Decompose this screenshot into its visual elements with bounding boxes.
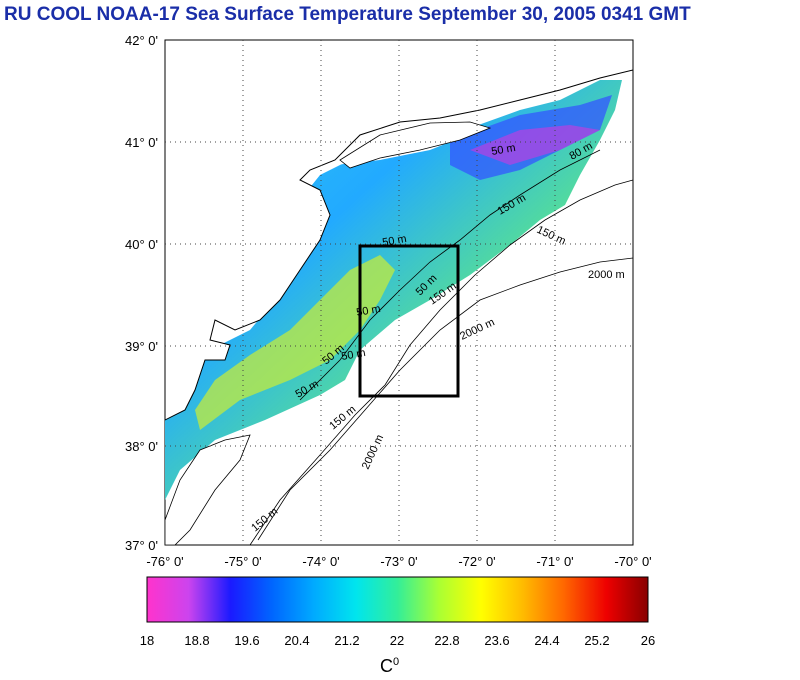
colorbar-tick: 19.6 — [234, 633, 259, 648]
colorbar-tick: 21.2 — [334, 633, 359, 648]
lat-label: 39° 0' — [125, 339, 158, 354]
lon-label: -75° 0' — [224, 554, 261, 569]
lon-label: -72° 0' — [458, 554, 495, 569]
lon-label: -74° 0' — [302, 554, 339, 569]
lon-label: -70° 0' — [614, 554, 651, 569]
isobaths — [249, 149, 634, 546]
lon-label: -71° 0' — [536, 554, 573, 569]
colorbar-unit: C0 — [380, 656, 399, 677]
unit-superscript: 0 — [393, 656, 400, 668]
unit-text: C — [380, 656, 393, 676]
lon-labels: -76° 0' -75° 0' -74° 0' -73° 0' -72° 0' … — [146, 554, 651, 569]
colorbar-ticks: 18 18.8 19.6 20.4 21.2 22 22.8 23.6 24.4… — [140, 633, 655, 648]
depth-label: 50 m — [355, 303, 381, 319]
colorbar-tick: 18 — [140, 633, 154, 648]
graticule — [165, 40, 633, 545]
colorbar-tick: 22.8 — [434, 633, 459, 648]
colorbar-tick: 22 — [390, 633, 404, 648]
study-area-box — [358, 244, 460, 398]
lon-label: -76° 0' — [146, 554, 183, 569]
lat-label: 42° 0' — [125, 33, 158, 48]
colorbar-tick: 18.8 — [184, 633, 209, 648]
depth-label: 50 m — [340, 347, 366, 363]
lower-land — [165, 434, 251, 545]
sst-swath — [165, 80, 622, 500]
depth-label: 50 m — [490, 142, 516, 158]
lat-label: 40° 0' — [125, 237, 158, 252]
land-mass — [165, 40, 633, 421]
colorbar-tick: 23.6 — [484, 633, 509, 648]
colorbar-tick: 26 — [641, 633, 655, 648]
depth-label: 50 m — [381, 233, 407, 249]
lat-label: 41° 0' — [125, 135, 158, 150]
lat-label: 38° 0' — [125, 439, 158, 454]
colorbar-tick: 24.4 — [534, 633, 559, 648]
depth-label: 2000 m — [588, 269, 625, 281]
colorbar-tick: 25.2 — [584, 633, 609, 648]
lat-labels: 42° 0' 41° 0' 40° 0' 39° 0' 38° 0' 37° 0… — [125, 33, 158, 553]
lat-label: 37° 0' — [125, 538, 158, 553]
colorbar-tick: 20.4 — [284, 633, 309, 648]
long-island — [339, 121, 492, 169]
lon-label: -73° 0' — [380, 554, 417, 569]
colorbar — [146, 576, 649, 623]
map-title: RU COOL NOAA-17 Sea Surface Temperature … — [4, 4, 691, 25]
cold-patch — [470, 125, 600, 165]
warm-patch — [195, 255, 395, 430]
